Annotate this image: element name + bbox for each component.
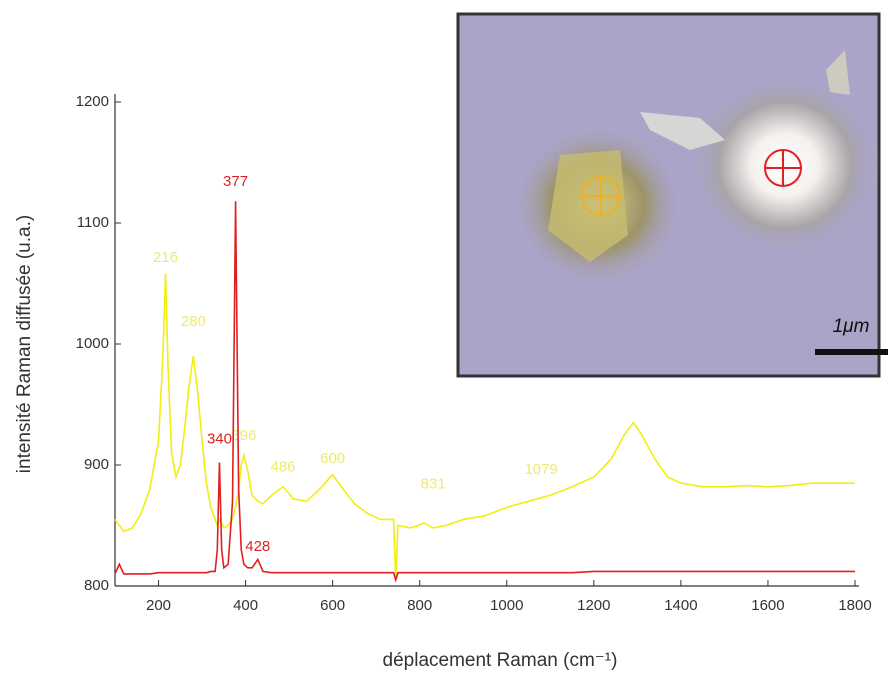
- spectrum-line: [114, 201, 855, 583]
- x-tick-label: 600: [320, 597, 345, 614]
- peak-label: 377: [223, 173, 248, 190]
- peak-label: 600: [320, 450, 345, 467]
- inset-photo: 1μm: [456, 12, 888, 378]
- peak-label: 396: [231, 427, 256, 444]
- y-tick-label: 1000: [76, 335, 109, 352]
- x-axis-label: déplacement Raman (cm⁻¹): [383, 650, 618, 671]
- peak-label: 1079: [524, 461, 557, 478]
- x-tick-label: 800: [407, 597, 432, 614]
- peak-label: 216: [153, 249, 178, 266]
- flake: [826, 50, 850, 95]
- plot: 800 900 1000 1100 1200 200 400 600 800 1000 1200 14…: [76, 93, 872, 614]
- scale-label: 1μm: [833, 316, 870, 337]
- x-tick-label: 1000: [490, 597, 523, 614]
- flake: [640, 112, 725, 150]
- spectrum-line: [114, 273, 855, 580]
- y-tick-label: 1200: [76, 93, 109, 110]
- x-tick-label: 1600: [751, 597, 784, 614]
- y-tick-label: 800: [84, 577, 109, 594]
- x-tick-label: 400: [233, 597, 258, 614]
- peak-label: 280: [181, 313, 206, 330]
- y-tick-label: 1100: [77, 214, 109, 231]
- y-tick-label: 900: [84, 456, 109, 473]
- x-tick-label: 1400: [664, 597, 697, 614]
- x-tick-label: 1800: [838, 597, 871, 614]
- peak-label: 486: [271, 458, 296, 475]
- bright-spot: [690, 75, 880, 255]
- x-tick-label: 200: [146, 597, 171, 614]
- peak-label: 340: [207, 431, 232, 448]
- peak-label: 428: [245, 538, 270, 555]
- peak-label: 831: [421, 475, 446, 492]
- y-axis-label: intensité Raman diffusée (u.a.): [14, 215, 35, 473]
- x-tick-label: 1200: [577, 597, 610, 614]
